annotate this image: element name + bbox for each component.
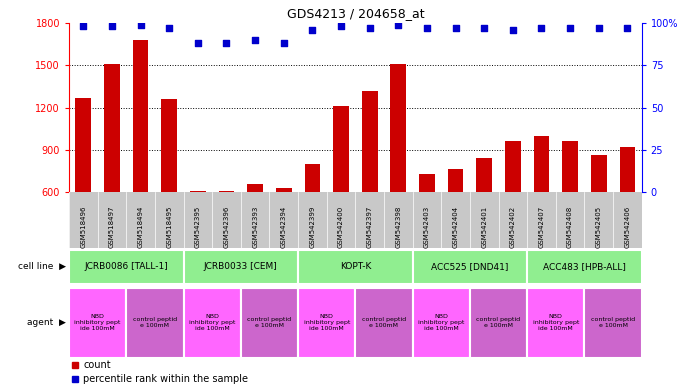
Text: NBD
inhibitory pept
ide 100mM: NBD inhibitory pept ide 100mM <box>75 314 121 331</box>
Point <box>335 23 346 30</box>
Point <box>164 25 175 31</box>
Point <box>536 25 547 31</box>
Bar <box>276 188 292 192</box>
Text: count: count <box>83 360 111 370</box>
Bar <box>75 98 91 192</box>
Bar <box>126 288 184 358</box>
Text: NBD
inhibitory pept
ide 100mM: NBD inhibitory pept ide 100mM <box>533 314 579 331</box>
Text: JCRB0086 [TALL-1]: JCRB0086 [TALL-1] <box>84 262 168 271</box>
Point <box>393 22 404 28</box>
Bar <box>505 141 521 192</box>
Bar <box>241 288 298 358</box>
Text: control peptid
e 100mM: control peptid e 100mM <box>133 317 177 328</box>
Point <box>364 25 375 31</box>
Bar <box>413 288 470 358</box>
Text: KOPT-K: KOPT-K <box>339 262 371 271</box>
Point <box>250 37 261 43</box>
Point <box>479 25 490 31</box>
Bar <box>584 288 642 358</box>
Point <box>450 25 461 31</box>
Bar <box>527 250 642 284</box>
Bar <box>527 288 584 358</box>
Text: NBD
inhibitory pept
ide 100mM: NBD inhibitory pept ide 100mM <box>418 314 464 331</box>
Point <box>564 25 575 31</box>
Bar <box>362 91 377 192</box>
Point <box>622 25 633 31</box>
Bar <box>132 40 148 192</box>
Bar <box>161 99 177 192</box>
Text: control peptid
e 100mM: control peptid e 100mM <box>477 317 520 328</box>
Text: ACC483 [HPB-ALL]: ACC483 [HPB-ALL] <box>543 262 626 271</box>
Point <box>78 23 89 30</box>
Bar <box>419 174 435 192</box>
Point <box>422 25 433 31</box>
Bar <box>298 288 355 358</box>
Text: agent  ▶: agent ▶ <box>27 318 66 327</box>
Point <box>221 40 232 46</box>
Bar <box>591 156 607 192</box>
Bar <box>104 64 120 192</box>
Text: control peptid
e 100mM: control peptid e 100mM <box>591 317 635 328</box>
Bar <box>533 136 549 192</box>
Text: JCRB0033 [CEM]: JCRB0033 [CEM] <box>204 262 277 271</box>
Bar <box>190 190 206 192</box>
Bar <box>298 250 413 284</box>
Bar <box>620 147 635 192</box>
Bar <box>304 164 320 192</box>
Bar <box>69 250 184 284</box>
Bar <box>391 64 406 192</box>
Text: percentile rank within the sample: percentile rank within the sample <box>83 374 248 384</box>
Text: ACC525 [DND41]: ACC525 [DND41] <box>431 262 509 271</box>
Point <box>507 27 518 33</box>
Bar <box>448 169 464 192</box>
Bar <box>333 106 349 192</box>
Title: GDS4213 / 204658_at: GDS4213 / 204658_at <box>286 7 424 20</box>
Bar <box>413 250 527 284</box>
Bar <box>562 141 578 192</box>
Bar <box>470 288 527 358</box>
Bar <box>69 288 126 358</box>
Text: NBD
inhibitory pept
ide 100mM: NBD inhibitory pept ide 100mM <box>304 314 350 331</box>
Point <box>193 40 204 46</box>
Text: NBD
inhibitory pept
ide 100mM: NBD inhibitory pept ide 100mM <box>189 314 235 331</box>
Point <box>135 22 146 28</box>
Point <box>106 23 117 30</box>
Bar <box>247 184 263 192</box>
Point <box>278 40 289 46</box>
Bar <box>184 288 241 358</box>
Text: control peptid
e 100mM: control peptid e 100mM <box>248 317 291 328</box>
Text: cell line  ▶: cell line ▶ <box>17 262 66 271</box>
Bar <box>355 288 413 358</box>
Bar <box>184 250 298 284</box>
Bar <box>219 190 235 192</box>
Point <box>593 25 604 31</box>
Bar <box>476 158 492 192</box>
Text: control peptid
e 100mM: control peptid e 100mM <box>362 317 406 328</box>
Point <box>307 27 318 33</box>
